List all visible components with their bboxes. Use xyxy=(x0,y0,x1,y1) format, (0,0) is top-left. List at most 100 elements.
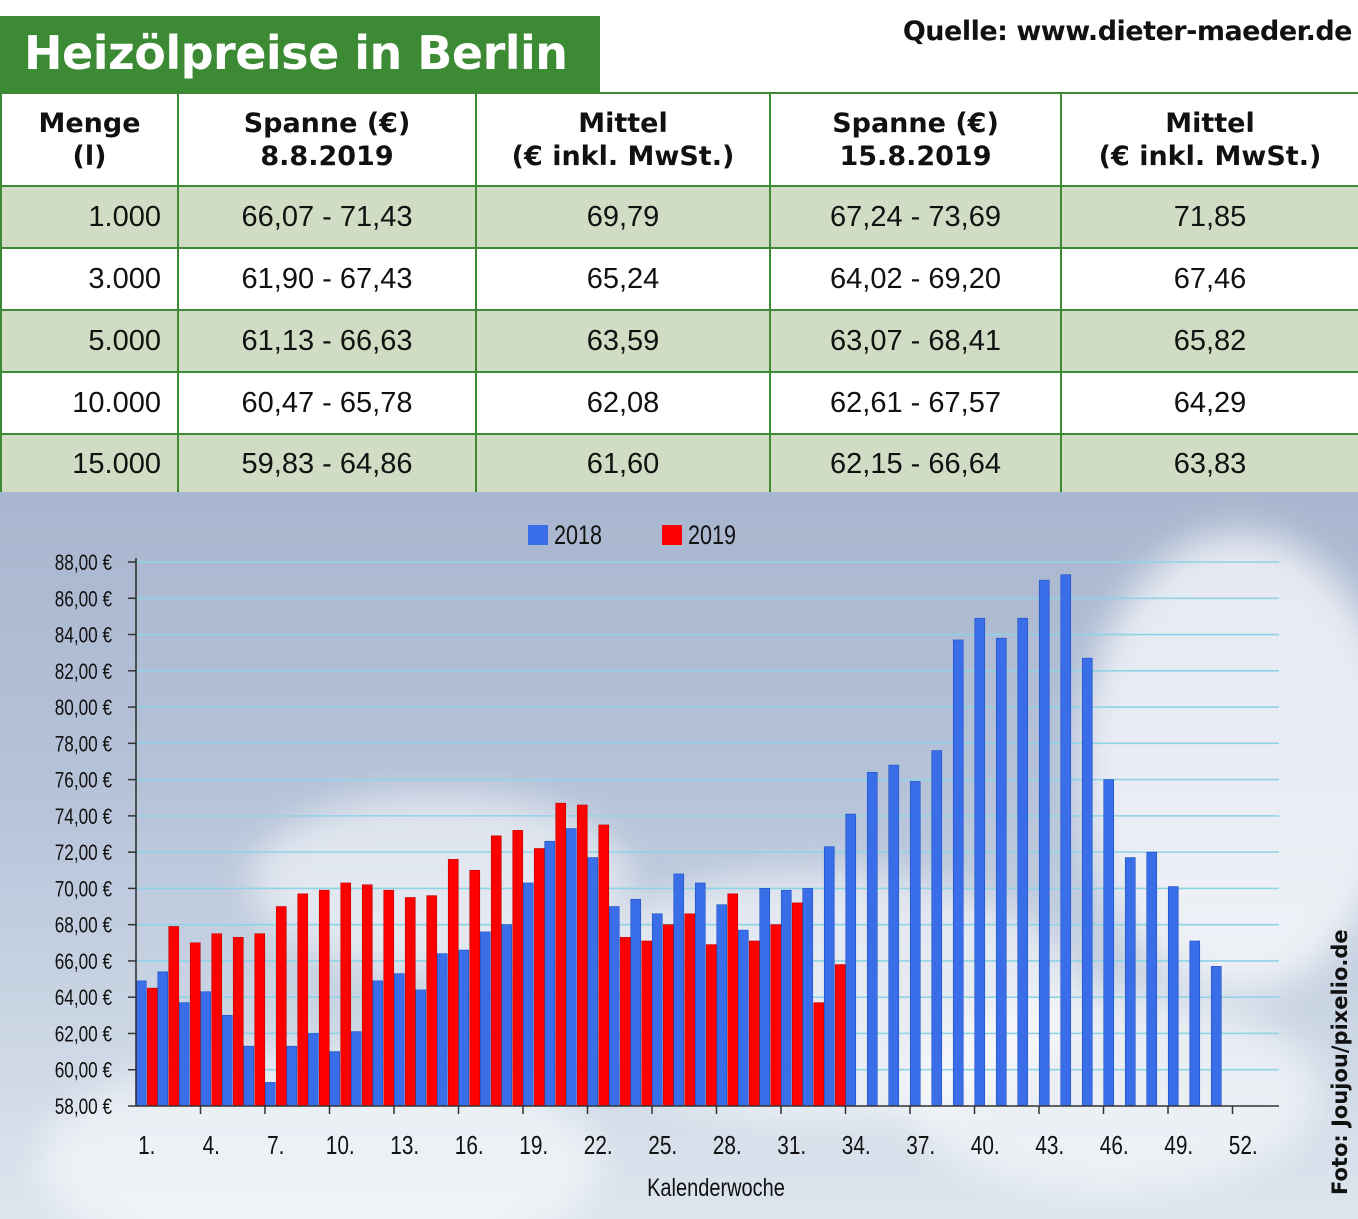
cell-mittel-1: 65,24 xyxy=(475,247,771,311)
bar-2018-kw39 xyxy=(952,639,964,1107)
bar-2018-kw28 xyxy=(716,904,728,1107)
cell-mittel-1: 62,08 xyxy=(475,371,771,435)
bar-2019-kw4 xyxy=(211,933,223,1107)
bar-2018-kw11 xyxy=(350,1031,362,1107)
bar-2018-kw6 xyxy=(243,1045,255,1107)
table-row: 10.000 60,47 - 65,78 62,08 62,61 - 67,57… xyxy=(0,371,1358,435)
bar-2018-kw48 xyxy=(1146,851,1158,1107)
bar-2018-kw26 xyxy=(673,873,685,1107)
bar-2019-kw13 xyxy=(404,897,416,1107)
bar-2019-kw8 xyxy=(297,893,309,1107)
bar-2018-kw36 xyxy=(888,764,900,1107)
bar-2018-kw33 xyxy=(823,846,835,1107)
bar-2019-kw5 xyxy=(232,937,244,1107)
bar-2019-kw19 xyxy=(533,848,545,1107)
bar-2019-kw3 xyxy=(189,942,201,1107)
bar-2018-kw49 xyxy=(1167,886,1179,1107)
cell-spanne-2: 62,15 - 66,64 xyxy=(769,433,1062,496)
chart-area: 58,00 € 60,00 € 62,00 € 64,00 € 66,00 € 68,00… xyxy=(0,492,1358,1219)
y-tick-label: 78,00 € xyxy=(55,732,112,757)
source-credit: Quelle: www.dieter-maeder.de xyxy=(902,16,1353,47)
y-tick-label: 64,00 € xyxy=(55,986,112,1011)
y-tick-label: 62,00 € xyxy=(55,1023,112,1048)
bar-2018-kw31 xyxy=(780,889,792,1107)
bar-2018-kw43 xyxy=(1038,579,1050,1107)
bar-chart: 58,00 € 60,00 € 62,00 € 64,00 € 66,00 € 68,00… xyxy=(55,521,1279,1202)
bar-2018-kw27 xyxy=(694,882,706,1107)
x-tick-label: 13. xyxy=(390,1131,419,1160)
y-tick-label: 82,00 € xyxy=(55,660,112,685)
x-tick-label: 31. xyxy=(777,1131,806,1160)
bar-2018-kw4 xyxy=(200,991,212,1107)
table-header-row: Menge (l) Spanne (€) 8.8.2019 Mittel (€ ink… xyxy=(0,92,1358,187)
y-tick-label: 80,00 € xyxy=(55,696,112,721)
cell-spanne-1: 60,47 - 65,78 xyxy=(177,371,477,435)
title-banner: Heizölpreise in Berlin xyxy=(0,16,600,92)
cell-spanne-1: 66,07 - 71,43 xyxy=(177,185,477,249)
bar-2019-kw33 xyxy=(834,964,846,1107)
bar-2019-kw11 xyxy=(361,884,373,1107)
bar-2019-kw14 xyxy=(426,895,438,1107)
bar-2018-kw50 xyxy=(1189,940,1201,1107)
bar-2018-kw21 xyxy=(565,828,577,1107)
y-tick-label: 84,00 € xyxy=(55,624,112,649)
bar-2018-kw20 xyxy=(544,840,556,1107)
y-tick-label: 76,00 € xyxy=(55,769,112,794)
header-spanne-2: Spanne (€) 15.8.2019 xyxy=(769,92,1062,187)
bar-2019-kw23 xyxy=(619,937,631,1107)
y-tick-label: 86,00 € xyxy=(55,587,112,612)
bar-2019-kw7 xyxy=(275,906,287,1107)
header-mittel-2: Mittel (€ inkl. MwSt.) xyxy=(1060,92,1358,187)
bar-2018-kw13 xyxy=(393,973,405,1107)
bar-2018-kw22 xyxy=(587,857,599,1107)
cell-mittel-1: 69,79 xyxy=(475,185,771,249)
y-tick-label: 66,00 € xyxy=(55,950,112,975)
y-tick-label: 58,00 € xyxy=(55,1095,112,1120)
bar-2019-kw29 xyxy=(748,940,760,1107)
bar-2018-kw29 xyxy=(737,929,749,1107)
legend-swatch-2019 xyxy=(662,525,682,545)
legend-label-2018: 2018 xyxy=(554,521,602,551)
bar-2019-kw28 xyxy=(727,893,739,1107)
bar-2019-kw22 xyxy=(598,824,610,1107)
bar-2018-kw47 xyxy=(1124,857,1136,1107)
x-tick-label: 34. xyxy=(842,1131,871,1160)
cell-menge: 5.000 xyxy=(0,309,179,373)
cell-spanne-1: 59,83 - 64,86 xyxy=(177,433,477,496)
cell-spanne-2: 64,02 - 69,20 xyxy=(769,247,1062,311)
bar-2018-kw32 xyxy=(802,888,814,1107)
header-menge: Menge (l) xyxy=(0,92,179,187)
bar-2018-kw15 xyxy=(436,953,448,1107)
bar-2018-kw12 xyxy=(372,980,384,1107)
x-tick-label: 16. xyxy=(455,1131,484,1160)
x-tick-label: 46. xyxy=(1100,1131,1129,1160)
cell-mittel-2: 64,29 xyxy=(1060,371,1358,435)
bar-2019-kw24 xyxy=(641,940,653,1107)
bar-2019-kw16 xyxy=(469,869,481,1107)
y-tick-label: 74,00 € xyxy=(55,805,112,830)
bar-2019-kw15 xyxy=(447,859,459,1107)
bar-2018-kw45 xyxy=(1081,657,1093,1107)
price-table: Menge (l) Spanne (€) 8.8.2019 Mittel (€ ink… xyxy=(0,92,1358,496)
cell-menge: 3.000 xyxy=(0,247,179,311)
x-tick-label: 25. xyxy=(648,1131,677,1160)
photo-credit: Foto: Joujou/pixelio.de xyxy=(1328,929,1352,1195)
bar-2018-kw46 xyxy=(1103,779,1115,1107)
x-tick-label: 28. xyxy=(713,1131,742,1160)
cell-spanne-1: 61,90 - 67,43 xyxy=(177,247,477,311)
cell-mittel-2: 63,83 xyxy=(1060,433,1358,496)
y-tick-label: 68,00 € xyxy=(55,914,112,939)
bar-2019-kw17 xyxy=(490,835,502,1107)
legend-swatch-2018 xyxy=(528,525,548,545)
cell-mittel-2: 71,85 xyxy=(1060,185,1358,249)
x-axis-title: Kalenderwoche xyxy=(647,1174,785,1202)
bar-2018-kw37 xyxy=(909,781,921,1107)
x-tick-label: 10. xyxy=(326,1131,355,1160)
x-tick-label: 43. xyxy=(1035,1131,1064,1160)
cell-mittel-1: 63,59 xyxy=(475,309,771,373)
bar-2019-kw18 xyxy=(512,830,524,1107)
bar-2018-kw8 xyxy=(286,1045,298,1107)
bar-2018-kw25 xyxy=(651,913,663,1107)
x-tick-label: 49. xyxy=(1164,1131,1193,1160)
bar-2019-kw30 xyxy=(770,924,782,1107)
